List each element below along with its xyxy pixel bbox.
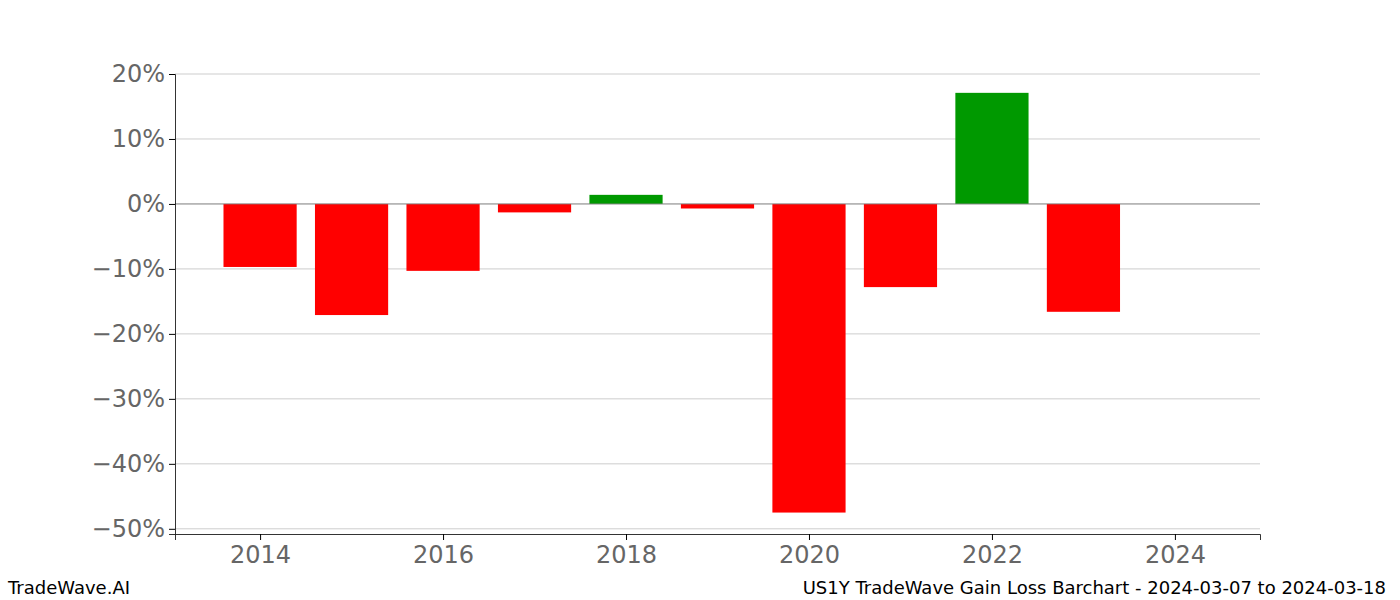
y-tick: −10% — [92, 255, 175, 283]
x-tick-mark — [626, 534, 627, 540]
x-axis-line — [176, 535, 1261, 541]
y-tick: −50% — [92, 515, 175, 543]
y-tick: 20% — [112, 60, 175, 88]
x-tick-mark — [1175, 534, 1176, 540]
y-tick-label: 20% — [112, 60, 165, 88]
grid-line — [175, 528, 1260, 529]
bar — [406, 204, 479, 271]
x-tick-mark — [809, 534, 810, 540]
bar — [498, 204, 571, 212]
y-tick: −30% — [92, 385, 175, 413]
bar — [1047, 204, 1120, 312]
zero-line — [175, 203, 1260, 204]
grid-line — [175, 203, 1260, 204]
source-label: TradeWave.AI — [7, 577, 130, 598]
grid-line — [175, 333, 1260, 334]
bar — [681, 204, 754, 209]
y-tick: −40% — [92, 450, 175, 478]
y-tick-mark — [169, 74, 175, 75]
x-tick-mark — [443, 534, 444, 540]
x-tick: 2016 — [413, 534, 474, 569]
grid — [175, 74, 1260, 529]
chart: 20% 10% 0% −10% −20% −30% −40% −50% 2014 2016 2018… — [0, 0, 1400, 600]
grid-line — [175, 463, 1260, 464]
title: US1Y TradeWave Gain Loss Barchart - 2024… — [803, 577, 1386, 598]
y-tick-label: −40% — [92, 450, 165, 478]
x-tick: 2018 — [596, 534, 657, 569]
y-tick-label: −20% — [92, 320, 165, 348]
x-tick: 2024 — [1145, 534, 1206, 569]
x-tick: 2022 — [962, 534, 1023, 569]
bars — [175, 93, 1260, 513]
x-tick-mark — [992, 534, 993, 540]
x-tick-label: 2022 — [962, 541, 1023, 569]
y-tick: −20% — [92, 320, 175, 348]
bar — [223, 204, 296, 267]
grid-line — [175, 398, 1260, 399]
y-axis-line — [169, 75, 176, 535]
bar — [589, 195, 662, 204]
y-tick-label: 0% — [127, 190, 165, 218]
y-tick-mark — [169, 464, 175, 465]
y-tick: 0% — [127, 190, 175, 218]
y-axis: 20% 10% 0% −10% −20% −30% −40% −50% — [92, 60, 176, 543]
y-tick: 10% — [112, 125, 175, 153]
y-tick-mark — [169, 334, 175, 335]
y-tick-label: 10% — [112, 125, 165, 153]
y-tick-mark — [169, 399, 175, 400]
x-tick: 2020 — [779, 534, 840, 569]
y-tick-mark — [169, 529, 175, 530]
bar — [315, 204, 388, 315]
y-tick-mark — [169, 139, 175, 140]
grid-line — [175, 138, 1260, 139]
x-tick-label: 2020 — [779, 541, 840, 569]
y-tick-mark — [169, 269, 175, 270]
bar — [955, 93, 1028, 204]
x-tick-label: 2016 — [413, 541, 474, 569]
x-tick-label: 2024 — [1145, 541, 1206, 569]
grid-line — [175, 74, 1260, 75]
bar — [772, 204, 845, 513]
x-tick-label: 2014 — [230, 541, 291, 569]
x-tick-mark — [260, 534, 261, 540]
y-tick-mark — [169, 204, 175, 205]
y-tick-label: −10% — [92, 255, 165, 283]
bar — [864, 204, 937, 287]
y-tick-label: −30% — [92, 385, 165, 413]
y-tick-label: −50% — [92, 515, 165, 543]
x-tick: 2014 — [230, 534, 291, 569]
x-axis: 2014 2016 2018 2020 2022 2024 — [176, 534, 1261, 569]
x-tick-label: 2018 — [596, 541, 657, 569]
